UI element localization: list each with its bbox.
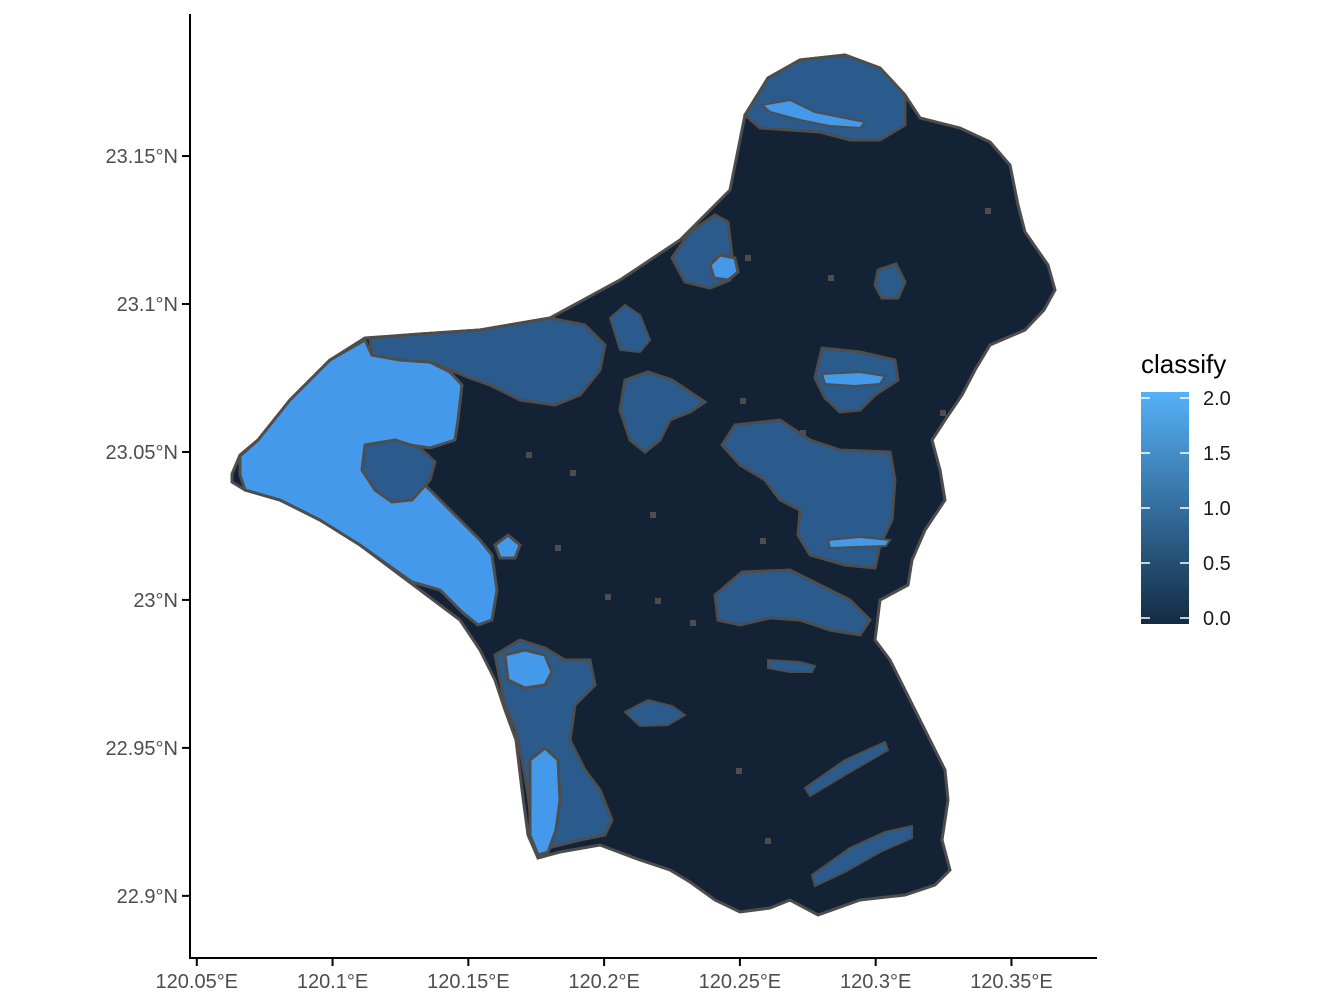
y-tick-label: 22.95°N bbox=[106, 738, 179, 760]
legend: classify 2.0 1.5 1.0 0.5 0.0 bbox=[1141, 349, 1231, 630]
y-tick-label: 23.15°N bbox=[106, 146, 179, 168]
class-1-southeast-streak-2 bbox=[810, 824, 913, 888]
class-2-northeast-spot bbox=[820, 370, 887, 388]
class-1-northwest-region bbox=[368, 316, 607, 407]
x-tick-label: 120.25°E bbox=[699, 971, 782, 993]
class-1-center-blob bbox=[608, 303, 652, 354]
class-2-east-cluster-spot bbox=[826, 535, 892, 550]
class-1-south-blob bbox=[623, 698, 687, 728]
class-1-west-blob bbox=[360, 438, 437, 504]
legend-tick-label: 1.0 bbox=[1203, 498, 1231, 520]
class-1-southeast-streak-3 bbox=[767, 658, 817, 673]
legend-ticks: 2.0 1.5 1.0 0.5 0.0 bbox=[1141, 388, 1231, 630]
x-ticks: 120.05°E 120.1°E 120.15°E 120.2°E 120.25°E 12… bbox=[156, 958, 1053, 993]
x-tick-label: 120.3°E bbox=[840, 971, 911, 993]
class-2-coastal-spot bbox=[493, 533, 522, 560]
class-2-north-lobe-spot bbox=[708, 253, 740, 282]
x-tick-label: 120.35°E bbox=[970, 971, 1053, 993]
legend-title: classify bbox=[1141, 349, 1226, 379]
raster-layer bbox=[230, 53, 1057, 917]
y-tick-label: 22.9°N bbox=[117, 886, 178, 908]
class-2-southwest-spot-lower bbox=[528, 746, 562, 857]
legend-tick-label: 1.5 bbox=[1203, 443, 1231, 465]
legend-tick-label: 0.5 bbox=[1203, 553, 1231, 575]
y-ticks: 22.9°N 22.95°N 23°N 23.05°N 23.1°N 23.15°N bbox=[106, 146, 190, 908]
class-1-southeast-streak-1 bbox=[803, 740, 890, 798]
class-1-southwest-coast bbox=[493, 638, 614, 852]
x-tick-label: 120.2°E bbox=[568, 971, 639, 993]
x-tick-label: 120.05°E bbox=[156, 971, 239, 993]
legend-tick-label: 2.0 bbox=[1203, 388, 1231, 410]
class-2-north-crown-streak bbox=[759, 98, 867, 130]
speckles bbox=[526, 208, 991, 844]
class-1-east-small-blob bbox=[873, 262, 907, 300]
class-1-north-crown bbox=[743, 53, 907, 142]
y-tick-label: 23.1°N bbox=[117, 294, 178, 316]
class-2-southwest-spot-upper bbox=[503, 648, 554, 690]
x-tick-label: 120.1°E bbox=[297, 971, 368, 993]
class-1-south-central-cluster bbox=[713, 568, 872, 637]
y-tick-label: 23°N bbox=[133, 590, 178, 612]
x-tick-label: 120.15°E bbox=[427, 971, 510, 993]
axes: 120.05°E 120.1°E 120.15°E 120.2°E 120.25°E 12… bbox=[106, 14, 1097, 993]
y-tick-label: 23.05°N bbox=[106, 442, 179, 464]
legend-tick-label: 0.0 bbox=[1203, 608, 1231, 630]
class-1-center-left-blob bbox=[618, 370, 708, 454]
class-1-east-cluster bbox=[720, 418, 897, 570]
